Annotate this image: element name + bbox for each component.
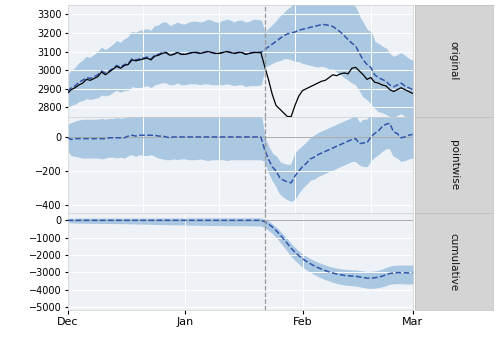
Text: original: original [449, 41, 459, 80]
Text: pointwise: pointwise [449, 140, 459, 190]
Text: cumulative: cumulative [449, 233, 459, 291]
